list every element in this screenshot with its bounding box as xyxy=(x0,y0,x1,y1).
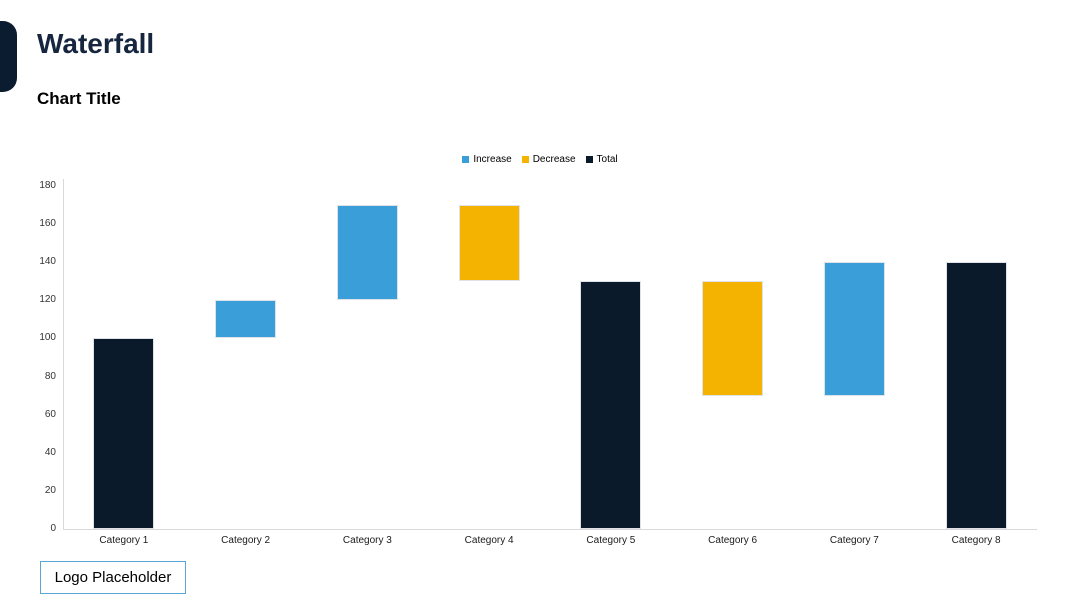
bar-category-1[interactable] xyxy=(93,338,155,529)
y-axis-tick-label: 100 xyxy=(39,332,56,344)
x-axis-category-label: Category 1 xyxy=(99,535,149,546)
x-axis-category-label: Category 8 xyxy=(951,535,1001,546)
bar-category-4[interactable] xyxy=(458,205,520,282)
legend-label: Decrease xyxy=(532,154,576,165)
y-axis-tick-label: 140 xyxy=(39,256,56,268)
y-axis-tick-label: 160 xyxy=(39,218,56,230)
y-axis-tick-label: 180 xyxy=(39,180,56,191)
chart-legend: Increase Decrease Total xyxy=(0,154,1080,165)
legend-swatch-decrease xyxy=(521,156,529,163)
y-axis-tick-label: 20 xyxy=(44,484,56,496)
x-axis-category-label: Category 3 xyxy=(342,535,392,546)
bar-category-8[interactable] xyxy=(945,262,1007,529)
x-axis-category-label: Category 4 xyxy=(464,535,514,546)
x-axis-category-label: Category 2 xyxy=(221,535,271,546)
legend-item-decrease[interactable]: Decrease xyxy=(521,154,576,165)
x-axis-category-label: Category 6 xyxy=(708,535,758,546)
legend-item-total[interactable]: Total xyxy=(585,154,618,165)
legend-label: Increase xyxy=(473,154,512,165)
bar-category-7[interactable] xyxy=(823,262,885,396)
page-title: Waterfall xyxy=(37,28,155,59)
bar-category-2[interactable] xyxy=(215,300,277,339)
x-axis-line xyxy=(63,529,1037,530)
x-axis-category-label: Category 7 xyxy=(829,535,879,546)
y-axis-tick-label: 120 xyxy=(39,294,56,306)
logo-placeholder-button[interactable]: Logo Placeholder xyxy=(40,561,186,594)
y-axis-tick-label: 80 xyxy=(44,370,56,382)
brand-corner-tab xyxy=(0,21,17,92)
chart-title: Chart Title xyxy=(37,89,121,108)
y-axis-tick-label: 60 xyxy=(44,408,56,420)
x-axis-category-label: Category 5 xyxy=(586,535,636,546)
legend-item-increase[interactable]: Increase xyxy=(462,154,512,165)
bar-category-6[interactable] xyxy=(702,281,764,396)
bar-category-5[interactable] xyxy=(580,281,642,529)
y-axis-tick-label: 40 xyxy=(44,446,56,458)
y-axis-tick-label: 0 xyxy=(50,523,56,534)
legend-swatch-increase xyxy=(462,156,470,163)
legend-label: Total xyxy=(596,154,618,165)
bar-category-3[interactable] xyxy=(336,205,398,301)
y-axis-line xyxy=(63,179,64,530)
legend-swatch-total xyxy=(585,156,593,163)
